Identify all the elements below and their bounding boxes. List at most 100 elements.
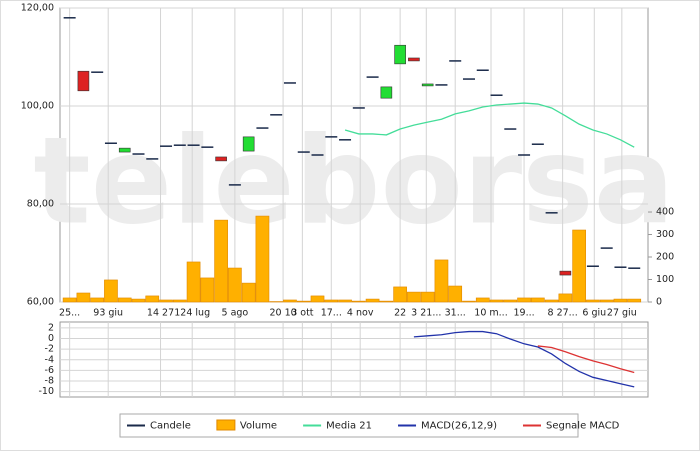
volume-bar [448,285,463,303]
candle [311,154,324,156]
x-tick-label: 4 nov [347,308,374,319]
volume-bar [159,299,173,303]
candle [380,86,393,99]
x-tick-label: 17... [321,308,342,319]
x-tick-label: 27 giu [607,308,637,319]
volume-bar [255,215,270,303]
y-tick-label: 80,00 [27,199,54,210]
volume-bar [379,300,394,303]
y-tick-label: 2 [48,322,54,333]
candle [518,154,531,156]
x-tick-label: 25... [59,308,80,319]
candle [215,156,227,162]
candle [132,153,145,155]
candle [339,139,352,141]
x-tick-label: 10 m... [474,308,507,319]
volume-bar [228,267,242,303]
y-tick-label: 0 [48,333,54,344]
x-tick-label: 19... [513,308,534,319]
volume-bar [338,299,352,303]
volume-bar [117,297,132,303]
candle [435,84,448,86]
volume-bar [462,300,476,303]
volume-bar [475,297,490,303]
volume-bar [241,282,256,303]
candle [531,143,544,145]
volume-bar [62,297,77,303]
volume-bar [76,292,91,303]
legend-label: Volume [240,421,277,432]
line [344,102,635,148]
volume-bar [544,299,559,303]
volume-bar [200,277,215,303]
legend-label: MACD(26,12,9) [421,421,497,432]
candle [228,184,241,186]
y-tick-label: -10 [38,386,54,397]
volume-bar [283,299,297,303]
candle [476,69,489,71]
legend-label: Candele [150,421,191,432]
volume-bar [530,297,545,303]
x-tick-label: 22 [394,308,406,319]
volume-bar [407,291,421,303]
candle [201,146,214,148]
volume-bar [296,300,311,303]
candle [352,107,365,109]
volume-bar [365,298,380,303]
candle [600,247,613,249]
volume-bar [517,297,531,303]
x-tick-label: 93 giu [93,308,123,319]
volume-bar [599,299,614,303]
x-tick-label: 5 ago [222,308,249,319]
volume-bar [214,219,228,303]
candle [160,145,173,147]
x-tick-label: 20 10 [269,308,296,319]
volume-bar [351,300,366,303]
y-tick-label: -4 [45,354,54,365]
x-tick-label: 8 27... [548,308,578,319]
y2-tick-label: 0 [656,297,662,308]
volume-bar [420,291,435,303]
y2-tick-label: 300 [656,229,674,240]
volume-bar [131,298,146,303]
legend-label: Segnale MACD [546,421,620,432]
candle [408,57,420,62]
candle [173,144,186,146]
candle [462,78,475,80]
x-tick-label: 3 21... [411,308,441,319]
volume-bar [613,298,628,303]
volume-bar [393,286,407,303]
volume-bar [627,298,642,303]
y2-tick-label: 200 [656,252,674,263]
volume-bar [186,261,201,303]
candle [628,267,641,269]
candle [91,71,104,73]
candle [559,270,572,276]
x-tick-label: 3 ott [291,308,314,319]
line [537,345,635,374]
volume-bar [145,295,160,303]
main-panel [59,7,649,303]
legend-items: Candele Volume Media 21 MACD(26,12,9) Segnal… [127,419,620,432]
candle [146,158,159,160]
candle [77,70,90,92]
candle [325,136,338,138]
candle [270,114,283,116]
volume-bar [489,299,504,303]
legend-swatch [216,419,236,431]
y2-tick-label: 100 [656,274,674,285]
y-tick-label: 120,00 [21,3,54,14]
y2-tick-label: 400 [656,207,674,218]
candle [63,17,76,19]
candle [504,128,517,130]
candle [366,76,379,78]
candle [545,212,558,214]
x-tick-label: 124 lug [174,308,210,319]
volume-bar [558,293,573,303]
watermark: teleborsa [33,113,674,252]
candle [614,266,627,268]
candle [256,127,269,129]
volume-bar [310,295,325,303]
candle [449,60,462,62]
candle [586,265,599,267]
